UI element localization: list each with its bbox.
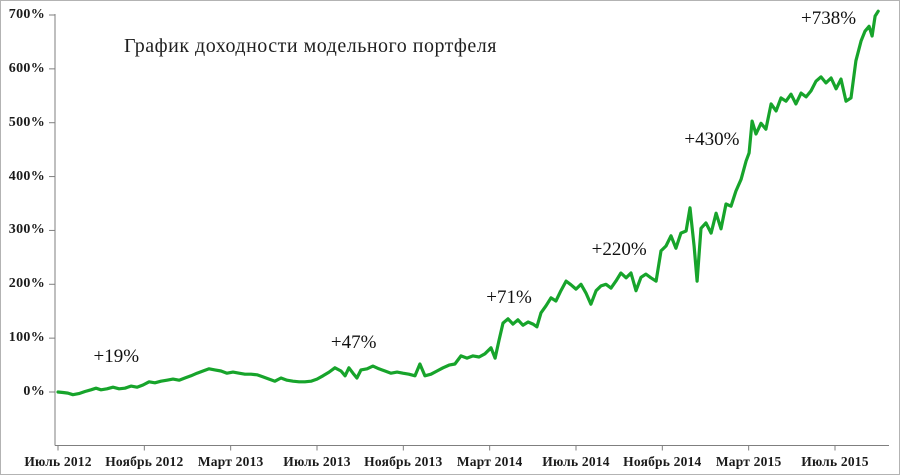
y-axis-label: 400% <box>8 168 45 184</box>
x-axis-label: Март 2013 <box>197 453 264 469</box>
return-line <box>56 9 880 397</box>
annotation-label: +738% <box>800 7 857 29</box>
y-axis-label: 500% <box>8 114 45 130</box>
annotation-label: +220% <box>591 238 647 260</box>
x-axis-label: Ноябрь 2012 <box>105 453 184 469</box>
annotation-label: +47% <box>330 331 377 353</box>
annotation-label: +19% <box>93 345 140 367</box>
chart-title: График доходности модельного портфеля <box>124 35 497 57</box>
x-axis-label: Июль 2012 <box>24 453 92 469</box>
x-axis-label: Июль 2014 <box>542 453 610 469</box>
x-axis-label: Март 2015 <box>715 453 782 469</box>
x-axis-label: Ноябрь 2013 <box>364 453 443 469</box>
y-axis-label: 600% <box>8 60 45 76</box>
x-axis-label: Июль 2015 <box>801 453 869 469</box>
x-axis-label: Июль 2013 <box>283 453 351 469</box>
x-axis-label: Ноябрь 2014 <box>623 453 702 469</box>
y-axis-label: 700% <box>8 7 45 22</box>
annotation-label: +430% <box>684 128 740 150</box>
y-axis-label: 0% <box>23 384 45 399</box>
x-axis-label: Март 2014 <box>456 453 523 469</box>
y-axis-label: 100% <box>8 330 45 346</box>
annotation-label: +71% <box>486 286 532 308</box>
y-axis-label: 300% <box>8 222 45 238</box>
y-axis-label: 200% <box>8 276 45 292</box>
